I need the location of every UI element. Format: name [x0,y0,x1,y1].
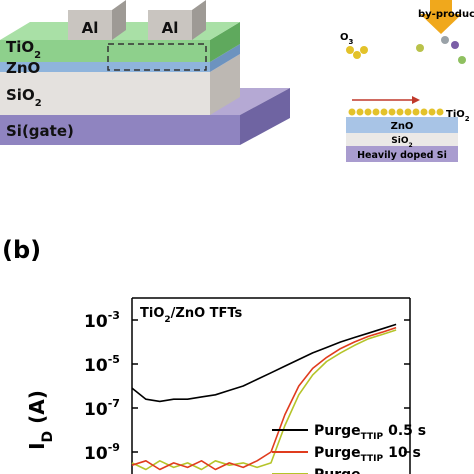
y-axis-label-part: D [40,431,56,443]
y-tick-label-exponent: -7 [108,397,120,410]
process-label-part: 2 [465,115,470,123]
process-label-part: O [340,32,349,43]
process-label: SiO2 [391,136,412,149]
device-label-part: 2 [34,50,41,61]
al-side [192,0,206,40]
device-label-part: SiO [6,86,35,104]
panel-label: (b) [2,236,41,264]
al-front [68,10,112,40]
device-label: Al [162,19,179,37]
legend-name: Purge [314,445,361,461]
chart-annotation-part: 2 [164,315,170,325]
device-schematic [0,0,290,145]
process-label-part: 2 [409,142,413,149]
molecule [353,51,361,59]
chart-annotation-part: TiO [140,306,164,321]
legend-subscript: TTIP [361,454,384,464]
process-label-part: 3 [349,38,354,46]
sio2-front [0,72,210,115]
y-tick-label: 10-5 [84,353,120,376]
adsorbed-layer [348,108,444,116]
legend-duration: 10 s [388,445,421,461]
zno-front [0,62,210,72]
sio2-layer [346,133,458,146]
molecule [346,46,354,54]
y-tick-label-base: 10 [84,312,108,332]
molecule [451,41,459,49]
y-tick-label-base: 10 [84,444,108,464]
process-label: Heavily doped Si [357,150,447,161]
data-line [131,323,397,403]
flow-arrow-head [412,96,420,104]
legend-label: PurgeTTIP [314,467,383,474]
y-tick-label: 10-9 [84,441,120,464]
molecule [416,44,424,52]
y-axis-label: ID (A) [25,390,56,450]
legend-duration: 0.5 s [388,423,426,439]
device-label-part: Al [162,19,179,37]
device-label-part: ZnO [6,59,40,77]
chart-annotation-part: /ZnO TFTs [171,306,243,321]
sio2-side [210,54,240,115]
si-layer [346,146,458,162]
precursor-arrow [420,0,462,34]
molecule [441,36,449,44]
legend-label: PurgeTTIP 0.5 s [314,423,426,442]
zoom-box [107,43,207,71]
data-line [131,329,397,471]
y-tick-label-exponent: -3 [108,309,120,322]
y-tick-label-exponent: -9 [108,441,120,454]
y-tick-label: 10-3 [84,309,120,332]
process-label: O3 [340,32,354,46]
y-axis-label-part: I [25,442,49,449]
device-label: TiO2 [6,38,41,61]
process-schematic [346,0,466,162]
device-label: ZnO [6,59,40,77]
y-tick-label-base: 10 [84,356,108,376]
zno-side [210,44,240,72]
data-line [131,326,397,471]
device-label: Al [82,19,99,37]
device-label: Si(gate) [6,122,74,140]
process-label: by-product [418,9,474,20]
gate-front [0,115,240,145]
tio2-side [210,22,240,62]
process-label-part: SiO [391,136,409,146]
device-label-part: Al [82,19,99,37]
device-label-part: 2 [35,98,42,109]
zno-layer [346,117,458,133]
tio2-front [0,40,210,62]
y-tick-label: 10-7 [84,397,120,420]
al-front [148,10,192,40]
device-label-part: TiO [6,38,34,56]
gate-side [240,88,290,145]
al-side [112,0,126,40]
legend-label: PurgeTTIP 10 s [314,445,421,464]
process-label: TiO2 [446,109,470,123]
legend-name: Purge [314,467,361,474]
molecule [360,46,368,54]
y-tick-label-base: 10 [84,400,108,420]
legend-subscript: TTIP [361,432,384,442]
molecule [458,56,466,64]
device-label-part: Si(gate) [6,122,74,140]
legend-name: Purge [314,423,361,439]
y-tick-label-exponent: -5 [108,353,120,366]
process-label-part: TiO [446,109,465,120]
chart-annotation: TiO2/ZnO TFTs [140,306,243,325]
y-axis-label-part: (A) [25,390,49,431]
device-label: SiO2 [6,86,42,109]
process-label: ZnO [391,121,414,132]
